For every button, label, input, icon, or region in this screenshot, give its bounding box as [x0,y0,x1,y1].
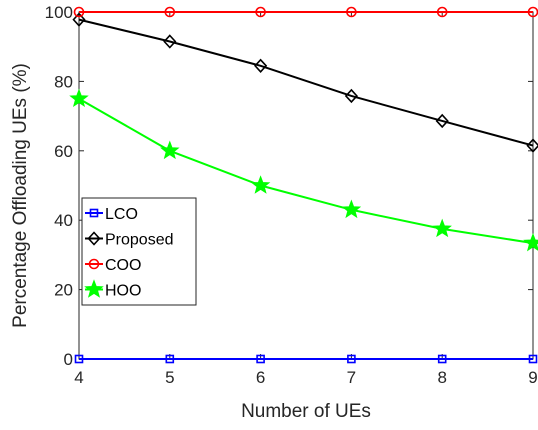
x-tick-label: 9 [528,368,537,387]
y-axis-label: Percentage Offloading UEs (%) [10,63,31,328]
data-point [74,354,84,364]
axis-ticks: 4 5 6 7 8 9 0 20 40 60 80 100 [45,3,538,387]
legend-item: LCO [85,206,138,223]
plot-frame [78,11,534,360]
legend-marker [87,231,101,246]
data-point [436,6,448,18]
data-point [69,88,89,108]
x-tick-label: 6 [256,368,265,387]
data-point [347,354,356,364]
legend-label: Proposed [105,232,174,249]
legend-label: LCO [105,206,138,223]
data-point [432,218,452,238]
legend-label: HOO [105,283,141,300]
legend-marker [89,208,99,218]
x-tick-label: 4 [74,368,83,387]
data-point [72,12,86,27]
series-coo [73,6,538,18]
data-point [341,199,362,219]
data-point [73,6,85,18]
data-point [344,88,358,104]
legend-item: COO [85,257,141,274]
series-line [78,97,534,245]
data-point [250,175,271,194]
y-tick-label: 20 [54,281,73,300]
y-tick-label: 60 [54,142,73,161]
data-point [528,354,538,364]
y-tick-label: 100 [45,3,73,22]
data-point [256,354,265,364]
legend-label: COO [105,257,141,274]
y-tick-label: 0 [64,350,73,369]
legend-marker [84,279,104,298]
data-point [346,6,357,18]
y-tick-label: 40 [54,211,73,230]
legend-item: Proposed [85,231,174,249]
data-point [160,140,180,160]
series-lco [74,354,538,364]
series-hoo [69,88,538,252]
data-point [437,354,447,364]
legend-item: HOO [84,279,141,300]
data-point [255,6,266,18]
data-point [254,58,268,73]
series-line [78,18,534,147]
x-tick-label: 5 [165,368,174,387]
data-point [523,232,538,252]
legend: LCO Proposed COO HOO [81,197,197,306]
data-point [164,6,176,18]
legend-box [81,197,197,306]
legend-marker [88,258,100,270]
series-proposed [72,12,538,153]
data-point [435,113,449,129]
series-layer [69,6,538,364]
y-tick-label: 80 [54,72,73,91]
x-tick-label: 8 [437,368,446,387]
x-tick-label: 7 [347,368,356,387]
plot-area-border [78,11,534,360]
data-point [526,138,538,153]
data-point [163,34,177,49]
x-axis-label: Number of UEs [241,401,371,422]
data-point [165,354,175,364]
